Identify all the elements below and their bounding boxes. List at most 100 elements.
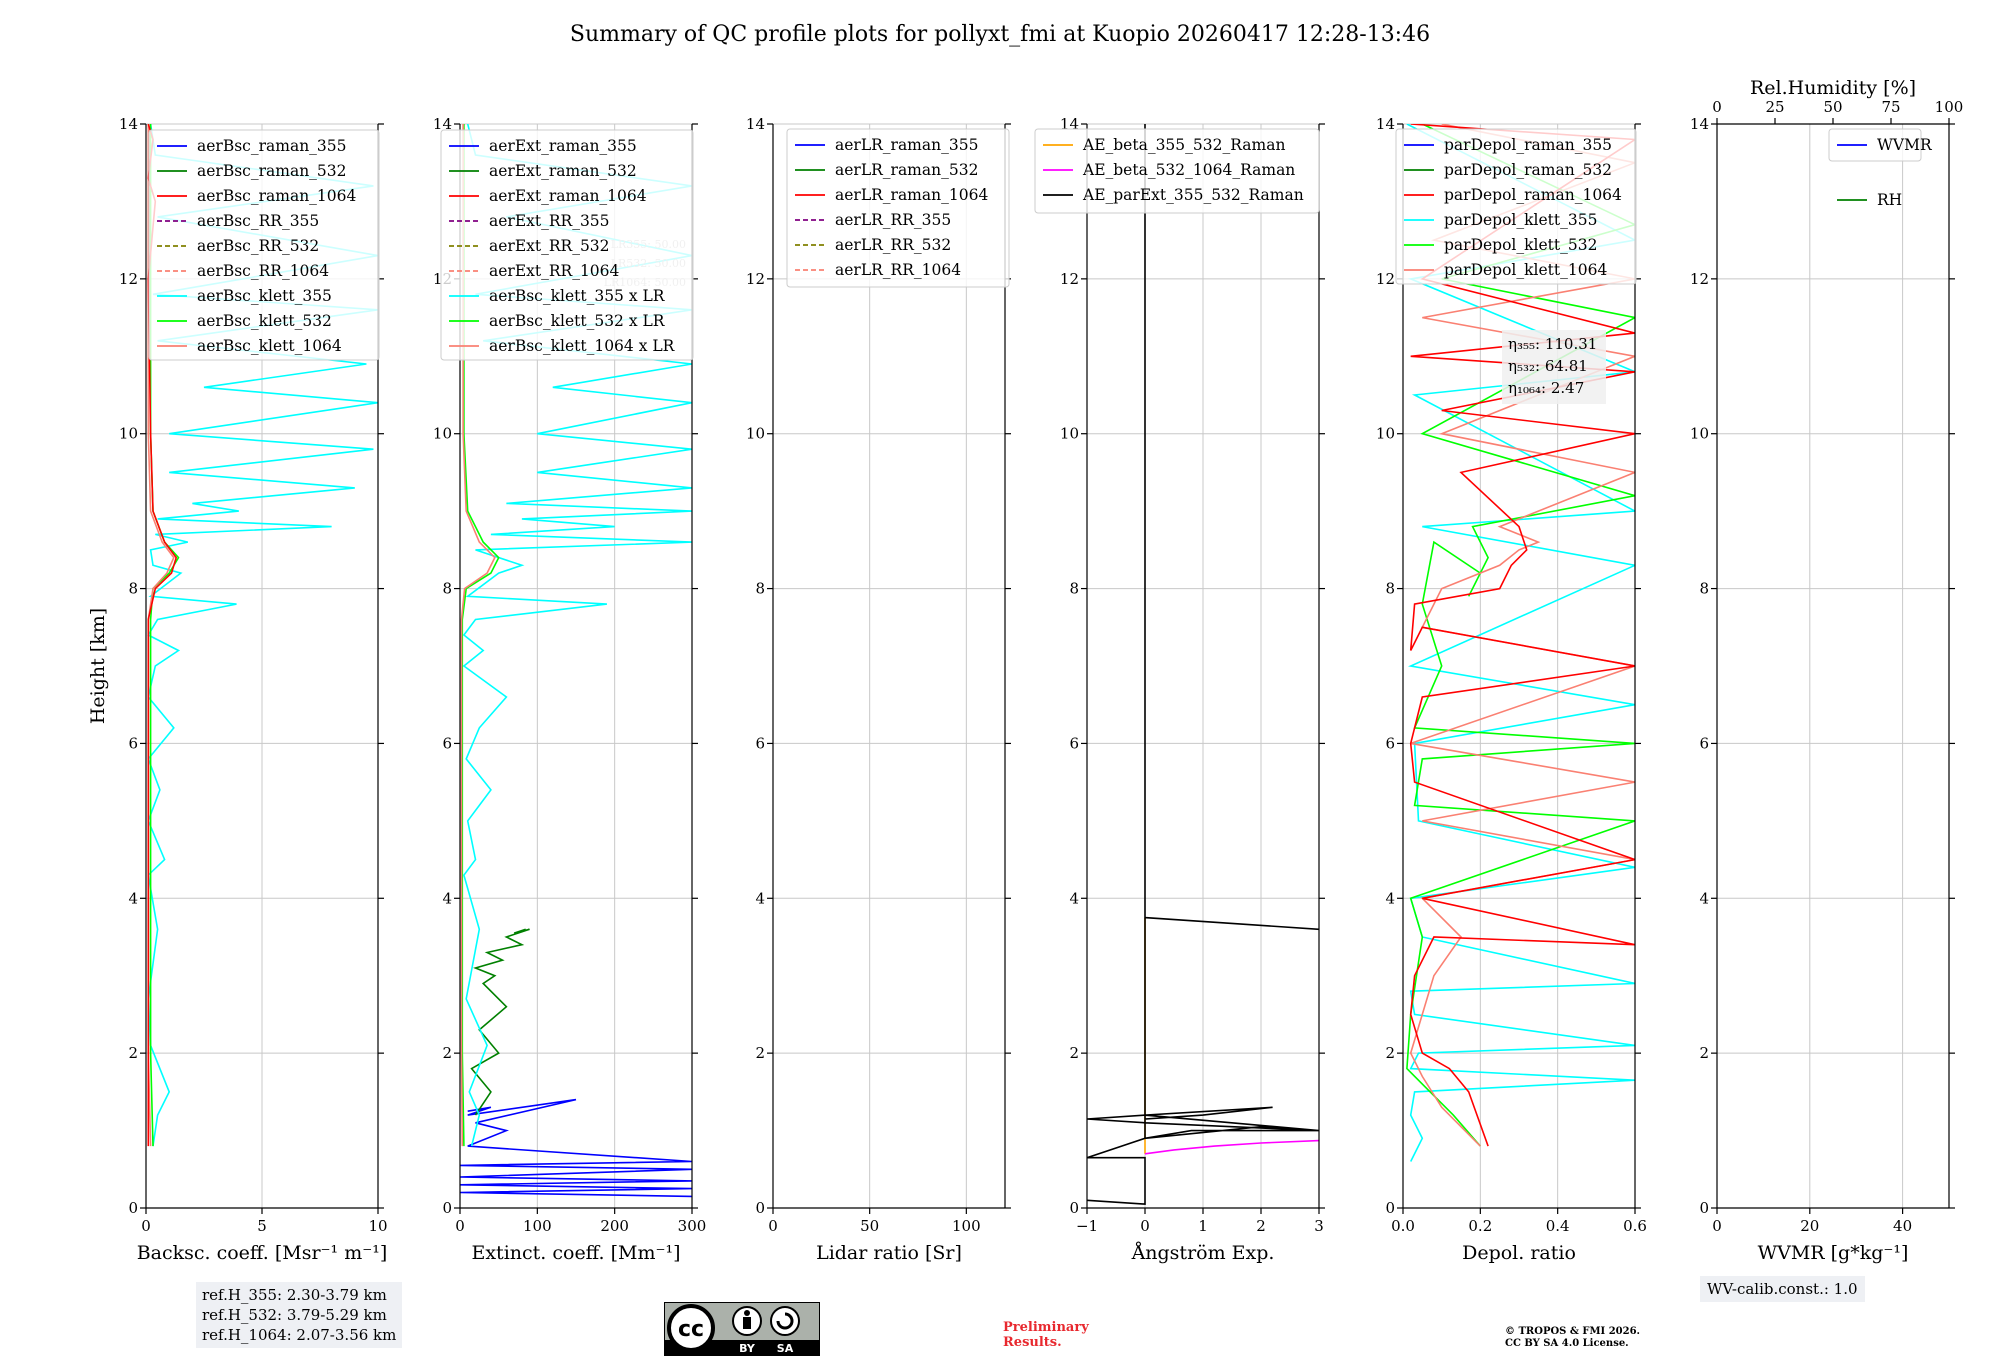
x-tick-label: 50 — [860, 1217, 879, 1235]
legend-label: parDepol_klett_355 — [1444, 211, 1597, 229]
panel-lidar-ratio: 0 2 4 6 8 10 12 14 0 50 100 Lidar ratio [Sr] aerLR_r… — [746, 115, 1011, 1264]
legend-box — [440, 129, 694, 361]
legend-label: aerLR_raman_1064 — [835, 186, 988, 204]
legend-label: aerBsc_raman_1064 — [197, 187, 357, 205]
y-tick-label: 14 — [1690, 115, 1709, 133]
legend-box — [1828, 128, 1922, 162]
y-tick-label: 12 — [1690, 270, 1709, 288]
x-tick-label: 0.6 — [1623, 1217, 1647, 1235]
y-tick-label: 2 — [755, 1044, 765, 1062]
legend-label: aerExt_RR_1064 — [489, 262, 620, 280]
figure-title: Summary of QC profile plots for pollyxt_… — [569, 22, 1431, 47]
y-tick-label: 8 — [755, 580, 765, 598]
x-tick-label: −1 — [1076, 1217, 1098, 1235]
x-tick-label: 0.4 — [1546, 1217, 1570, 1235]
y-tick-label: 6 — [442, 734, 452, 752]
cc-badge-main: cc — [678, 1317, 704, 1342]
series-line-parDepol_klett_355 — [1406, 124, 1635, 1162]
legend-label: aerExt_raman_355 — [489, 137, 637, 155]
x-tick-label: 2 — [1256, 1217, 1266, 1235]
y-tick-label: 10 — [119, 425, 138, 443]
legend-label: parDepol_raman_532 — [1444, 161, 1612, 179]
legend-label: aerBsc_klett_1064 — [197, 337, 342, 355]
x-tick-label: 0 — [1140, 1217, 1150, 1235]
x-tick-label: 3 — [1314, 1217, 1324, 1235]
y-tick-label: 12 — [1376, 270, 1395, 288]
x-axis-label: Ångström Exp. — [1131, 1242, 1275, 1264]
y-tick-label: 4 — [755, 889, 765, 907]
y-tick-label: 6 — [755, 734, 765, 752]
legend-label: aerLR_RR_355 — [835, 211, 951, 229]
y-tick-label: 8 — [128, 580, 138, 598]
y-tick-label: 8 — [1385, 580, 1395, 598]
top-x-tick-label: 0 — [1712, 98, 1722, 116]
y-tick-label: 0 — [442, 1199, 452, 1217]
x-tick-label: 100 — [952, 1217, 981, 1235]
y-tick-label: 0 — [1069, 1199, 1079, 1217]
series-line-aerExt_raman_355 — [460, 1098, 692, 1198]
eta-label: η₅₃₂: 64.81 — [1508, 357, 1588, 375]
y-tick-label: 12 — [119, 270, 138, 288]
top-x-tick-label: 75 — [1881, 98, 1900, 116]
legend-label: AE_beta_355_532_Raman — [1082, 136, 1285, 154]
preliminary-note: Preliminary Results. — [1003, 1320, 1089, 1350]
x-tick-label: 5 — [257, 1217, 267, 1235]
x-tick-label: 40 — [1893, 1217, 1912, 1235]
y-tick-label: 14 — [433, 115, 452, 133]
legend-label: aerBsc_RR_1064 — [197, 262, 329, 280]
series-line-aerExt_raman_532 — [470, 928, 530, 1116]
x-axis-label: Backsc. coeff. [Msr⁻¹ m⁻¹] — [137, 1242, 388, 1264]
x-tick-label: 0 — [768, 1217, 778, 1235]
ref-height-1064: ref.H_1064: 2.07-3.56 km — [202, 1326, 397, 1344]
legend-label: aerBsc_klett_532 — [197, 312, 332, 330]
y-tick-label: 0 — [755, 1199, 765, 1217]
legend-box — [1395, 128, 1637, 285]
x-axis-label: WVMR [g*kg⁻¹] — [1758, 1242, 1909, 1264]
legend-label: aerExt_raman_532 — [489, 162, 637, 180]
legend-label: aerBsc_RR_532 — [197, 237, 319, 255]
x-tick-label: 0.2 — [1468, 1217, 1492, 1235]
copyright-line-1: © TROPOS & FMI 2026. — [1505, 1326, 1641, 1337]
y-tick-label: 0 — [128, 1199, 138, 1217]
x-axis-label: Lidar ratio [Sr] — [816, 1242, 962, 1264]
legend-label: AE_beta_532_1064_Raman — [1082, 161, 1295, 179]
legend-label: aerExt_raman_1064 — [489, 187, 647, 205]
legend-label: aerExt_RR_532 — [489, 237, 610, 255]
y-tick-label: 10 — [1060, 425, 1079, 443]
series-line-aerBsc_klett_1064 x LR — [460, 124, 496, 1147]
legend-box — [148, 129, 380, 361]
y-tick-label: 4 — [1069, 889, 1079, 907]
legend-label: aerBsc_klett_355 x LR — [489, 287, 666, 305]
y-tick-label: 6 — [128, 734, 138, 752]
x-tick-label: 20 — [1800, 1217, 1819, 1235]
y-tick-label: 8 — [1699, 580, 1709, 598]
legend-label: parDepol_klett_1064 — [1444, 261, 1607, 279]
y-tick-label: 12 — [1060, 270, 1079, 288]
top-x-tick-label: 50 — [1823, 98, 1842, 116]
legend-label: aerBsc_raman_355 — [197, 137, 347, 155]
y-tick-label: 10 — [746, 425, 765, 443]
x-tick-label: 0 — [1712, 1217, 1722, 1235]
x-tick-label: 100 — [523, 1217, 552, 1235]
eta-box — [1502, 330, 1606, 404]
y-tick-label: 4 — [1699, 889, 1709, 907]
top-x-tick-label: 25 — [1765, 98, 1784, 116]
legend-label: WVMR — [1877, 136, 1933, 154]
preliminary-line-1: Preliminary — [1003, 1320, 1089, 1335]
copyright-line-2: CC BY SA 4.0 License. — [1505, 1338, 1629, 1349]
legend-label: aerBsc_RR_355 — [197, 212, 319, 230]
x-tick-label: 0 — [141, 1217, 151, 1235]
x-tick-label: 0.0 — [1391, 1217, 1415, 1235]
legend-label: aerBsc_raman_532 — [197, 162, 347, 180]
panel-backscatter: 0 2 4 6 8 10 12 14 0 5 10 Backsc. coeff. [Msr⁻¹ m⁻¹… — [87, 115, 388, 1264]
y-tick-label: 0 — [1385, 1199, 1395, 1217]
cc-by-sa-license-icon: cc BY SA — [664, 1302, 820, 1356]
y-tick-label: 6 — [1385, 734, 1395, 752]
y-tick-label: 14 — [1376, 115, 1395, 133]
y-tick-label: 10 — [433, 425, 452, 443]
y-tick-label: 0 — [1699, 1199, 1709, 1217]
top-axis-label: Rel.Humidity [%] — [1750, 77, 1916, 99]
